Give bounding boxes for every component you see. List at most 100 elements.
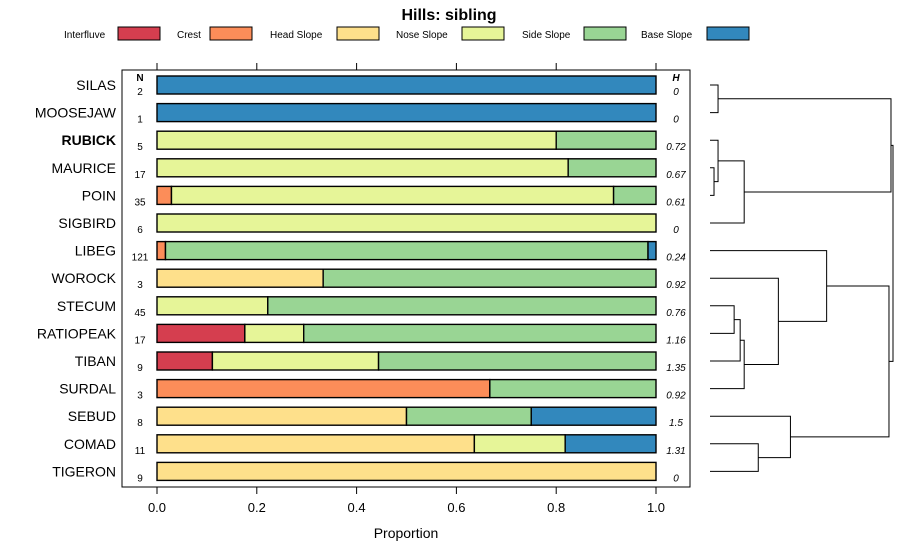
dendrogram-link-10 [710, 443, 759, 472]
bar-poin-crest [156, 185, 173, 206]
bar-comad-head-slope [156, 434, 476, 454]
legend-label-side-slope: Side Slope [522, 30, 571, 41]
bar-worock-side-slope [322, 268, 657, 288]
legend-swatch-side-slope [583, 26, 627, 41]
row-ratiopeak: RATIOPEAK 17 1.16 [37, 323, 686, 346]
n-value-poin: 35 [134, 197, 146, 208]
bar-maurice-side-slope [567, 158, 657, 178]
dendrogram-link-9 [710, 250, 828, 322]
legend-label-base-slope: Base Slope [641, 30, 693, 41]
bar-comad-nose-slope [473, 434, 566, 454]
bar-stecum-nose-slope [156, 296, 269, 316]
n-value-stecum: 45 [134, 308, 146, 319]
dendrogram-link-0 [710, 84, 719, 114]
row-label-poin: POIN [82, 187, 116, 203]
h-value-ratiopeak: 1.16 [666, 335, 686, 346]
row-silas: SILAS 2 0 [76, 75, 679, 98]
h-value-tiban: 1.35 [666, 363, 686, 374]
x-tick-label-0: 0.0 [148, 500, 166, 515]
x-tick-label-2: 0.4 [348, 500, 366, 515]
chart-title: Hills: sibling [401, 7, 496, 24]
bar-rubick-nose-slope [156, 130, 557, 150]
x-tick-label-5: 1.0 [647, 500, 665, 515]
n-column-header: N [136, 73, 143, 84]
row-label-comad: COMAD [64, 436, 116, 452]
legend-swatch-base-slope [706, 26, 750, 41]
row-label-ratiopeak: RATIOPEAK [37, 325, 117, 341]
h-value-sigbird: 0 [673, 225, 679, 236]
h-value-comad: 1.31 [666, 446, 685, 457]
bar-rows: SILAS 2 0 MOOSEJAW 1 0 RUBICK 5 0.72 MAURICE 17 0.6… [35, 75, 686, 484]
row-label-stecum: STECUM [57, 298, 116, 314]
legend-label-head-slope: Head Slope [270, 30, 323, 41]
row-stecum: STECUM 45 0.76 [57, 296, 686, 319]
bar-silas-base-slope [156, 75, 657, 95]
row-label-worock: WOROCK [51, 270, 116, 286]
h-value-moosejaw: 0 [673, 115, 679, 126]
row-label-libeg: LIBEG [75, 243, 116, 259]
bar-comad-base-slope [564, 434, 657, 454]
row-libeg: LIBEG 121 0.24 [75, 240, 686, 264]
bar-stecum-side-slope [267, 296, 657, 316]
row-label-surdal: SURDAL [59, 381, 116, 397]
bar-libeg-base-slope [647, 240, 657, 261]
legend-swatch-head-slope [336, 26, 380, 41]
x-tick-label-4: 0.8 [547, 500, 565, 515]
legend-swatch-interfluve [117, 26, 161, 41]
bar-rubick-side-slope [555, 130, 657, 150]
row-label-tigeron: TIGERON [52, 463, 116, 479]
n-value-tigeron: 9 [137, 473, 143, 484]
dendrogram-link-1 [710, 167, 715, 196]
bar-ratiopeak-side-slope [303, 323, 657, 344]
bar-tigeron-head-slope [156, 461, 657, 482]
n-value-sigbird: 6 [137, 225, 143, 236]
legend-label-nose-slope: Nose Slope [396, 30, 448, 41]
h-column-header: H [672, 73, 680, 84]
dendrogram-link-3 [710, 160, 745, 224]
row-tigeron: TIGERON 9 0 [52, 461, 679, 484]
n-value-sebud: 8 [137, 418, 143, 429]
row-worock: WOROCK 3 0.92 [51, 268, 686, 291]
row-poin: POIN 35 0.61 [82, 185, 686, 208]
bar-tiban-interfluve [156, 351, 214, 371]
n-value-libeg: 121 [132, 253, 149, 264]
dendrogram-link-6 [710, 319, 741, 362]
dendrogram [710, 84, 894, 472]
row-label-tiban: TIBAN [75, 353, 116, 369]
h-value-rubick: 0.72 [666, 142, 686, 153]
dendrogram-link-5 [710, 305, 735, 334]
dendrogram-link-7 [710, 339, 745, 390]
n-value-rubick: 5 [137, 142, 143, 153]
bar-surdal-side-slope [489, 378, 657, 399]
h-value-libeg: 0.24 [666, 253, 686, 264]
bar-libeg-side-slope [164, 240, 649, 261]
n-value-silas: 2 [137, 87, 143, 98]
h-value-poin: 0.61 [666, 197, 685, 208]
legend-swatch-crest [209, 26, 253, 41]
bar-worock-head-slope [156, 268, 324, 288]
bar-surdal-crest [156, 378, 491, 399]
n-value-moosejaw: 1 [137, 115, 143, 126]
row-label-silas: SILAS [76, 77, 116, 93]
n-value-surdal: 3 [137, 391, 143, 402]
bar-poin-nose-slope [170, 185, 615, 206]
bar-tiban-side-slope [377, 351, 657, 371]
h-value-worock: 0.92 [666, 280, 686, 291]
row-tiban: TIBAN 9 1.35 [75, 351, 686, 374]
row-label-rubick: RUBICK [62, 132, 116, 148]
top-axis-ticks [156, 63, 657, 70]
bar-sebud-head-slope [156, 406, 408, 426]
n-value-ratiopeak: 17 [134, 335, 146, 346]
dendrogram-link-13 [888, 144, 894, 362]
legend-swatch-nose-slope [461, 26, 505, 41]
bar-sebud-side-slope [405, 406, 532, 426]
bar-ratiopeak-nose-slope [244, 323, 305, 344]
bar-poin-side-slope [612, 185, 657, 206]
h-value-maurice: 0.67 [666, 170, 686, 181]
n-value-worock: 3 [137, 280, 143, 291]
row-label-sigbird: SIGBIRD [58, 215, 116, 231]
n-value-tiban: 9 [137, 363, 143, 374]
legend-label-interfluve: Interfluve [64, 30, 106, 41]
row-moosejaw: MOOSEJAW 1 0 [35, 102, 679, 126]
